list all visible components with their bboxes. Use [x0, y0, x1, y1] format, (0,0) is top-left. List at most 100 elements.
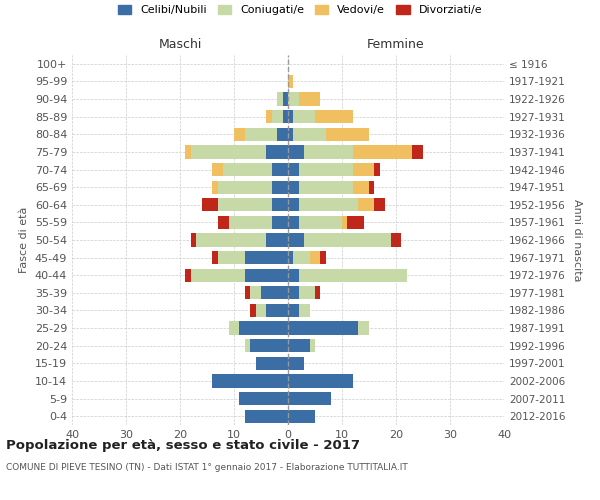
Bar: [299, 92, 320, 106]
Bar: [185, 268, 191, 282]
Bar: [353, 163, 374, 176]
Bar: [288, 180, 299, 194]
Bar: [272, 180, 288, 194]
Bar: [391, 234, 401, 246]
Bar: [256, 304, 266, 317]
Bar: [288, 110, 293, 124]
Bar: [320, 251, 326, 264]
Bar: [288, 268, 299, 282]
Bar: [185, 146, 191, 158]
Bar: [277, 92, 283, 106]
Bar: [212, 251, 218, 264]
Bar: [272, 198, 288, 211]
Bar: [250, 304, 256, 317]
Bar: [191, 146, 266, 158]
Bar: [288, 92, 299, 106]
Bar: [266, 110, 272, 124]
Bar: [229, 322, 239, 334]
Bar: [250, 286, 261, 300]
Bar: [266, 146, 288, 158]
Bar: [288, 410, 315, 423]
Bar: [369, 180, 374, 194]
Bar: [299, 216, 342, 229]
Bar: [288, 286, 299, 300]
Text: COMUNE DI PIEVE TESINO (TN) - Dati ISTAT 1° gennaio 2017 - Elaborazione TUTTITAL: COMUNE DI PIEVE TESINO (TN) - Dati ISTAT…: [6, 464, 408, 472]
Bar: [358, 198, 374, 211]
Bar: [256, 356, 288, 370]
Bar: [315, 110, 353, 124]
Bar: [353, 146, 412, 158]
Bar: [299, 180, 353, 194]
Bar: [272, 216, 288, 229]
Bar: [234, 128, 245, 141]
Bar: [288, 234, 304, 246]
Bar: [288, 198, 299, 211]
Bar: [277, 128, 288, 141]
Bar: [191, 268, 245, 282]
Bar: [288, 339, 310, 352]
Bar: [272, 163, 288, 176]
Bar: [288, 374, 353, 388]
Bar: [212, 163, 223, 176]
Bar: [293, 251, 310, 264]
Bar: [283, 110, 288, 124]
Bar: [191, 234, 196, 246]
Bar: [272, 110, 283, 124]
Bar: [288, 163, 299, 176]
Bar: [223, 163, 272, 176]
Bar: [229, 216, 272, 229]
Bar: [261, 286, 288, 300]
Bar: [288, 392, 331, 405]
Bar: [239, 392, 288, 405]
Bar: [196, 234, 266, 246]
Text: Popolazione per età, sesso e stato civile - 2017: Popolazione per età, sesso e stato civil…: [6, 440, 360, 452]
Bar: [283, 92, 288, 106]
Bar: [288, 75, 293, 88]
Bar: [288, 251, 293, 264]
Bar: [288, 216, 299, 229]
Bar: [218, 251, 245, 264]
Bar: [342, 216, 347, 229]
Y-axis label: Fasce di età: Fasce di età: [19, 207, 29, 273]
Bar: [358, 322, 369, 334]
Bar: [245, 410, 288, 423]
Bar: [245, 286, 250, 300]
Bar: [288, 322, 358, 334]
Bar: [212, 180, 218, 194]
Bar: [266, 234, 288, 246]
Y-axis label: Anni di nascita: Anni di nascita: [572, 198, 582, 281]
Bar: [299, 198, 358, 211]
Bar: [347, 216, 364, 229]
Bar: [288, 356, 304, 370]
Text: Maschi: Maschi: [158, 38, 202, 52]
Bar: [326, 128, 369, 141]
Bar: [299, 304, 310, 317]
Bar: [218, 216, 229, 229]
Bar: [412, 146, 423, 158]
Bar: [304, 146, 353, 158]
Bar: [304, 234, 391, 246]
Bar: [245, 268, 288, 282]
Bar: [239, 322, 288, 334]
Bar: [288, 146, 304, 158]
Legend: Celibi/Nubili, Coniugati/e, Vedovi/e, Divorziati/e: Celibi/Nubili, Coniugati/e, Vedovi/e, Di…: [113, 0, 487, 20]
Bar: [250, 339, 288, 352]
Bar: [310, 339, 315, 352]
Bar: [218, 198, 272, 211]
Bar: [310, 251, 320, 264]
Bar: [245, 128, 277, 141]
Bar: [315, 286, 320, 300]
Bar: [212, 374, 288, 388]
Bar: [245, 251, 288, 264]
Bar: [374, 163, 380, 176]
Bar: [288, 128, 293, 141]
Bar: [374, 198, 385, 211]
Bar: [299, 286, 315, 300]
Bar: [293, 110, 315, 124]
Bar: [202, 198, 218, 211]
Bar: [218, 180, 272, 194]
Bar: [299, 268, 407, 282]
Bar: [299, 163, 353, 176]
Bar: [245, 339, 250, 352]
Bar: [353, 180, 369, 194]
